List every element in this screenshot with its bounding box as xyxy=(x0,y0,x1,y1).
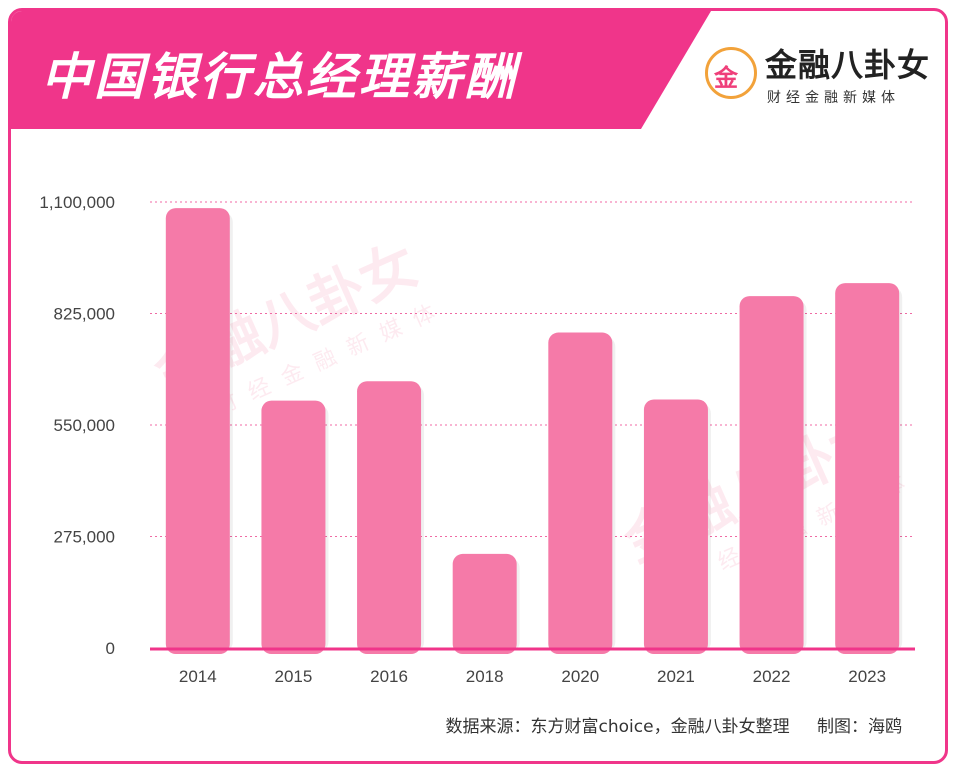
x-tick-label: 2023 xyxy=(848,667,886,686)
bar-2018 xyxy=(452,553,517,654)
bar-2020 xyxy=(548,332,613,654)
bar-2016 xyxy=(357,381,422,654)
x-tick-label: 2016 xyxy=(370,667,408,686)
chart-maker: 制图：海鸥 xyxy=(817,717,902,737)
footer-credits: 数据来源：东方财富choice，金融八卦女整理 制图：海鸥 xyxy=(424,712,902,737)
y-axis-ticks: 0 275,000 550,000 825,000 1,100,000 xyxy=(39,193,115,658)
logo-glyph: 金 xyxy=(714,64,738,92)
y-tick-label: 825,000 xyxy=(54,305,115,324)
x-tick-label: 2015 xyxy=(275,667,313,686)
bar-2015 xyxy=(261,400,326,654)
logo-name: 金融八卦女 xyxy=(765,46,931,84)
y-tick-label: 0 xyxy=(106,639,115,658)
title-banner xyxy=(11,11,711,129)
x-tick-label: 2021 xyxy=(657,667,695,686)
bar-2014 xyxy=(165,208,230,654)
logo-subtitle: 财经金融新媒体 xyxy=(767,90,900,106)
x-tick-label: 2018 xyxy=(466,667,504,686)
bars xyxy=(165,208,903,654)
brand-logo: 金 金融八卦女 财经金融新媒体 xyxy=(705,47,929,119)
bar-2022 xyxy=(739,296,804,654)
data-source: 数据来源：东方财富choice，金融八卦女整理 xyxy=(445,717,790,737)
y-tick-label: 275,000 xyxy=(54,528,115,547)
bar-2023 xyxy=(835,283,900,654)
x-tick-label: 2014 xyxy=(179,667,217,686)
x-tick-label: 2020 xyxy=(561,667,599,686)
logo-circle-icon: 金 xyxy=(705,47,757,99)
y-tick-label: 550,000 xyxy=(54,416,115,435)
chart-title: 中国银行总经理薪酬 xyxy=(41,48,518,106)
bar-2021 xyxy=(643,399,708,654)
x-axis-ticks: 2014 2015 2016 2018 2020 2021 2022 2023 xyxy=(179,667,886,686)
y-tick-label: 1,100,000 xyxy=(39,193,115,212)
x-tick-label: 2022 xyxy=(753,667,791,686)
